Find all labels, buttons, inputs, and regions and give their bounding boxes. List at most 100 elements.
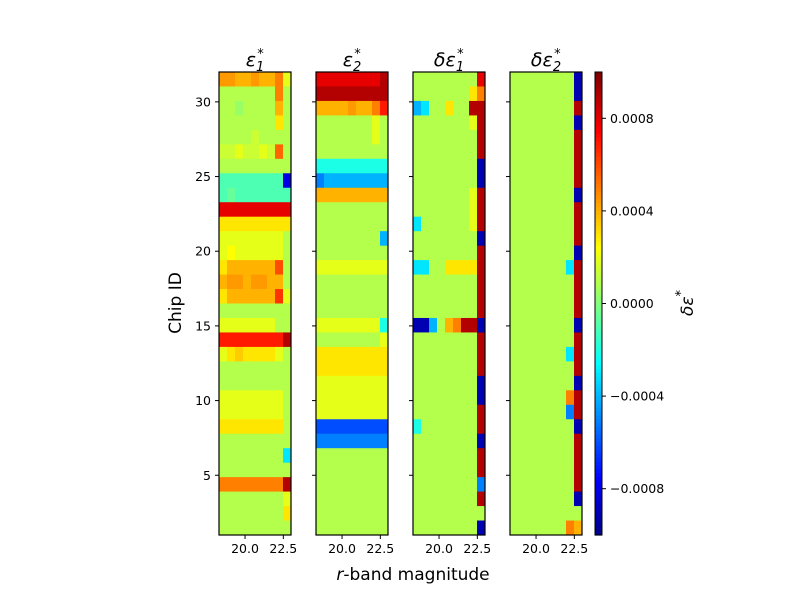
heatmap-cell	[316, 231, 325, 247]
heatmap-cell	[461, 274, 470, 290]
heatmap-cell	[574, 477, 583, 492]
panel-e1: ε1* 20.0 22.5 5 10 15 20 25 30	[195, 47, 297, 556]
heatmap-cell	[429, 433, 438, 449]
heatmap-cell	[550, 72, 559, 87]
heatmap-cell	[421, 375, 430, 391]
heatmap-cell	[558, 448, 567, 464]
heatmap-cell	[477, 346, 486, 362]
heatmap-cell	[348, 332, 357, 348]
heatmap-cell	[526, 158, 535, 174]
heatmap-cell	[534, 477, 543, 492]
heatmap-cell	[243, 346, 252, 362]
heatmap-cell	[534, 491, 543, 507]
colorbar-segment	[595, 91, 602, 96]
heatmap-cell	[380, 462, 389, 478]
heatmap-cell	[259, 231, 268, 247]
heatmap-cell	[251, 72, 260, 87]
heatmap-cell	[316, 404, 325, 420]
heatmap-cell	[275, 506, 284, 521]
heatmap-cell	[340, 231, 349, 247]
heatmap-cell	[421, 86, 430, 102]
heatmap-cell	[469, 100, 478, 116]
heatmap-cell	[413, 462, 422, 478]
heatmap-cell	[251, 491, 260, 507]
heatmap-cell	[243, 303, 252, 319]
heatmap-cell	[356, 361, 365, 377]
heatmap-cell	[283, 216, 292, 232]
heatmap-cell	[526, 361, 535, 377]
heatmap-cell	[259, 260, 268, 275]
heatmap-cell	[372, 173, 381, 189]
heatmap-cell	[518, 477, 527, 492]
heatmap-cell	[227, 86, 236, 102]
heatmap-cell	[275, 260, 284, 275]
heatmap-cell	[356, 274, 365, 290]
heatmap-cell	[453, 245, 462, 261]
heatmap-cell	[275, 86, 284, 102]
heatmap-cell	[372, 491, 381, 507]
heatmap-cell	[461, 361, 470, 377]
heatmap-cell	[558, 216, 567, 232]
heatmap-cell	[243, 361, 252, 377]
heatmap-cell	[364, 419, 373, 435]
heatmap-cell	[283, 462, 292, 478]
heatmap-cell	[574, 433, 583, 449]
heatmap-cell	[461, 477, 470, 492]
heatmap-cell	[275, 520, 284, 536]
heatmap-cell	[324, 129, 333, 145]
heatmap-cell	[445, 274, 454, 290]
heatmap-cell	[558, 274, 567, 290]
heatmap-cell	[380, 274, 389, 290]
heatmap-cell	[574, 462, 583, 478]
heatmap-cell	[332, 375, 341, 391]
heatmap-cell	[469, 361, 478, 377]
heatmap-cell	[227, 477, 236, 492]
heatmap-cell	[510, 462, 519, 478]
heatmap-cell	[469, 245, 478, 261]
heatmap-cell	[518, 361, 527, 377]
colorbar-segment	[595, 168, 602, 173]
heatmap-cell	[324, 202, 333, 218]
heatmap-cell	[413, 202, 422, 218]
heatmap-cell	[566, 477, 575, 492]
heatmap-cell	[275, 187, 284, 203]
heatmap-cell	[421, 187, 430, 203]
heatmap-cell	[324, 86, 333, 102]
heatmap-cell	[477, 506, 486, 521]
heatmap-cell	[437, 187, 446, 203]
heatmap-cell	[219, 433, 228, 449]
heatmap-cell	[574, 72, 583, 87]
heatmap-cell	[219, 346, 228, 362]
heatmap-cell	[332, 173, 341, 189]
heatmap-cell	[542, 317, 551, 333]
heatmap-cell	[574, 129, 583, 145]
heatmap-cell	[429, 245, 438, 261]
heatmap-cell	[510, 245, 519, 261]
heatmap-cell	[558, 506, 567, 521]
x-axis-label-rest: -band magnitude	[343, 565, 489, 585]
heatmap-cell	[283, 129, 292, 145]
heatmap-cell	[227, 404, 236, 420]
heatmap-cell	[267, 144, 276, 160]
heatmap-cell	[453, 346, 462, 362]
heatmap-cell	[542, 72, 551, 87]
heatmap-cell	[227, 317, 236, 333]
heatmap-cell	[510, 477, 519, 492]
heatmap-cell	[566, 346, 575, 362]
heatmap-cell	[429, 520, 438, 536]
heatmap-cell	[372, 520, 381, 536]
heatmap-cell	[380, 231, 389, 247]
colorbar-segment	[595, 500, 602, 505]
heatmap-cell	[251, 404, 260, 420]
heatmap-cell	[461, 231, 470, 247]
colorbar-segment	[595, 253, 602, 258]
colorbar-segment	[595, 415, 602, 420]
heatmap-cell	[235, 86, 244, 102]
colorbar-segment	[595, 504, 602, 509]
colorbar-segment	[595, 172, 602, 177]
heatmap-cell	[283, 346, 292, 362]
heatmap-cell	[461, 375, 470, 391]
heatmap-cell	[437, 520, 446, 536]
y-tick-label: 5	[203, 468, 211, 483]
heatmap-cell	[380, 361, 389, 377]
